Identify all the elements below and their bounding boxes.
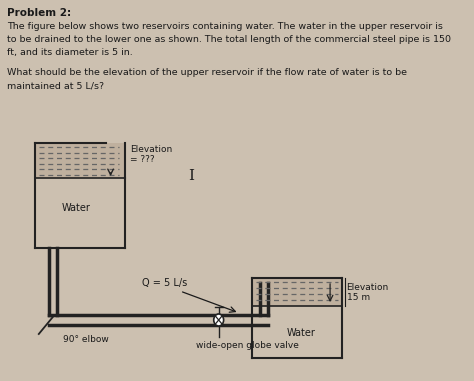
Text: I: I bbox=[189, 169, 194, 183]
Text: Elevation
15 m: Elevation 15 m bbox=[346, 283, 389, 303]
Text: to be drained to the lower one as shown. The total length of the commercial stee: to be drained to the lower one as shown.… bbox=[7, 35, 451, 44]
Text: ft, and its diameter is 5 in.: ft, and its diameter is 5 in. bbox=[7, 48, 132, 57]
Bar bbox=[252, 278, 342, 306]
Text: What should be the elevation of the upper reservoir if the flow rate of water is: What should be the elevation of the uppe… bbox=[7, 68, 407, 77]
Text: maintained at 5 L/s?: maintained at 5 L/s? bbox=[7, 81, 104, 90]
Text: 90° elbow: 90° elbow bbox=[63, 335, 109, 344]
Bar bbox=[35, 143, 126, 178]
Circle shape bbox=[214, 314, 224, 326]
Text: Water: Water bbox=[62, 203, 91, 213]
Text: wide-open globe valve: wide-open globe valve bbox=[196, 341, 299, 350]
Text: Problem 2:: Problem 2: bbox=[7, 8, 71, 18]
Text: Water: Water bbox=[287, 328, 316, 338]
Text: Elevation
= ???: Elevation = ??? bbox=[130, 145, 173, 164]
Text: The figure below shows two reservoirs containing water. The water in the upper r: The figure below shows two reservoirs co… bbox=[7, 22, 442, 31]
Text: Q = 5 L/s: Q = 5 L/s bbox=[142, 278, 188, 288]
